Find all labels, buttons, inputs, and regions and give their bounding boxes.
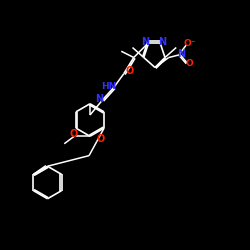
Text: O: O: [186, 59, 193, 68]
Text: O: O: [69, 129, 78, 139]
Text: HN: HN: [102, 82, 117, 91]
Text: O⁻: O⁻: [183, 39, 196, 48]
Text: N: N: [142, 37, 150, 47]
Text: O: O: [96, 134, 104, 144]
Text: N: N: [177, 49, 185, 59]
Text: N: N: [158, 37, 166, 47]
Text: N: N: [95, 94, 103, 104]
Text: O: O: [126, 66, 134, 76]
